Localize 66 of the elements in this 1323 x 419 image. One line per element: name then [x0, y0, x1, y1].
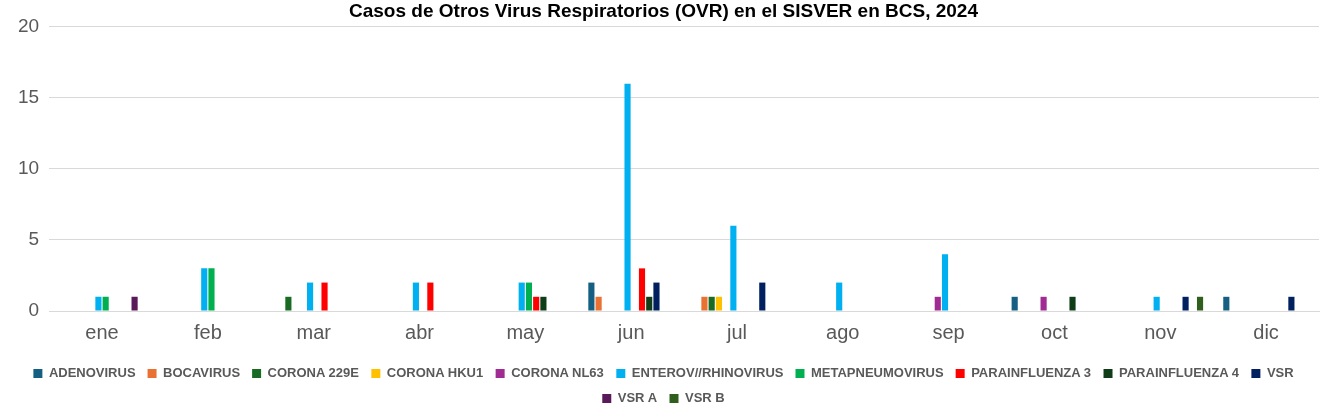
- legend-label: VSR B: [685, 390, 725, 406]
- x-tick-label: jun: [616, 320, 645, 343]
- bar: [95, 296, 102, 311]
- y-tick-label: 20: [17, 15, 40, 37]
- y-tick-label: 5: [28, 228, 40, 250]
- bar: [1040, 296, 1047, 311]
- x-tick-label: oct: [1041, 320, 1069, 343]
- bar: [1153, 296, 1160, 311]
- bar: [701, 296, 708, 311]
- legend-label: PARAINFLUENZA 3: [971, 365, 1092, 381]
- legend-label: CORONA NL63: [511, 365, 604, 381]
- x-tick-label: abr: [405, 320, 435, 343]
- x-tick-label: may: [506, 320, 545, 343]
- bar: [934, 296, 941, 311]
- bar: [646, 296, 653, 311]
- x-tick-label: feb: [193, 320, 222, 343]
- x-tick-label: nov: [1144, 320, 1177, 343]
- y-tick-label: 10: [17, 157, 40, 179]
- bar: [638, 268, 646, 311]
- legend-label: CORONA HKU1: [386, 365, 484, 381]
- bar: [540, 296, 547, 311]
- bar: [595, 296, 602, 311]
- legend-label: CORONA 229E: [267, 365, 360, 381]
- bar: [131, 296, 138, 311]
- x-tick-label: sep: [932, 320, 965, 343]
- bar: [533, 296, 540, 311]
- bar: [412, 282, 419, 311]
- bar: [708, 296, 715, 311]
- bar: [102, 296, 109, 311]
- x-tick-label: ago: [826, 320, 860, 343]
- bar: [730, 225, 737, 311]
- bar: [1288, 296, 1295, 311]
- bar: [307, 282, 314, 311]
- x-tick-label: jul: [725, 320, 747, 343]
- legend-label: ADENOVIRUS: [48, 365, 136, 381]
- x-tick-label: dic: [1253, 320, 1279, 343]
- bar: [525, 282, 533, 311]
- bar: [1069, 296, 1076, 311]
- bar: [836, 282, 843, 311]
- bar: [653, 282, 660, 311]
- bar: [759, 282, 766, 311]
- x-tick-label: mar: [296, 320, 332, 343]
- bar: [285, 296, 292, 311]
- legend-label: VSR: [1266, 365, 1295, 381]
- legend-label: ENTEROV//RHINOVIRUS: [631, 365, 784, 381]
- bar: [1223, 296, 1230, 311]
- legend-label: METAPNEUMOVIRUS: [810, 365, 944, 381]
- x-tick-label: ene: [85, 320, 119, 343]
- bar: [1182, 296, 1189, 311]
- legend-label: VSR A: [617, 390, 658, 406]
- y-tick-label: 0: [28, 299, 40, 321]
- bar: [624, 83, 631, 311]
- bar: [588, 282, 595, 311]
- bar: [321, 282, 328, 311]
- bar: [1196, 296, 1204, 311]
- bar: [1011, 296, 1018, 311]
- y-tick-label: 15: [17, 86, 40, 108]
- legend-label: PARAINFLUENZA 4: [1119, 365, 1240, 381]
- bar: [208, 268, 215, 311]
- legend-label: BOCAVIRUS: [163, 365, 241, 381]
- bar: [201, 268, 208, 311]
- bar: [518, 282, 525, 311]
- bar: [715, 296, 722, 311]
- bar: [941, 254, 949, 311]
- bar: [427, 282, 434, 311]
- chart-title: Casos de Otros Virus Respiratorios (OVR) en el SISVER en BCS, 2024: [349, 0, 979, 21]
